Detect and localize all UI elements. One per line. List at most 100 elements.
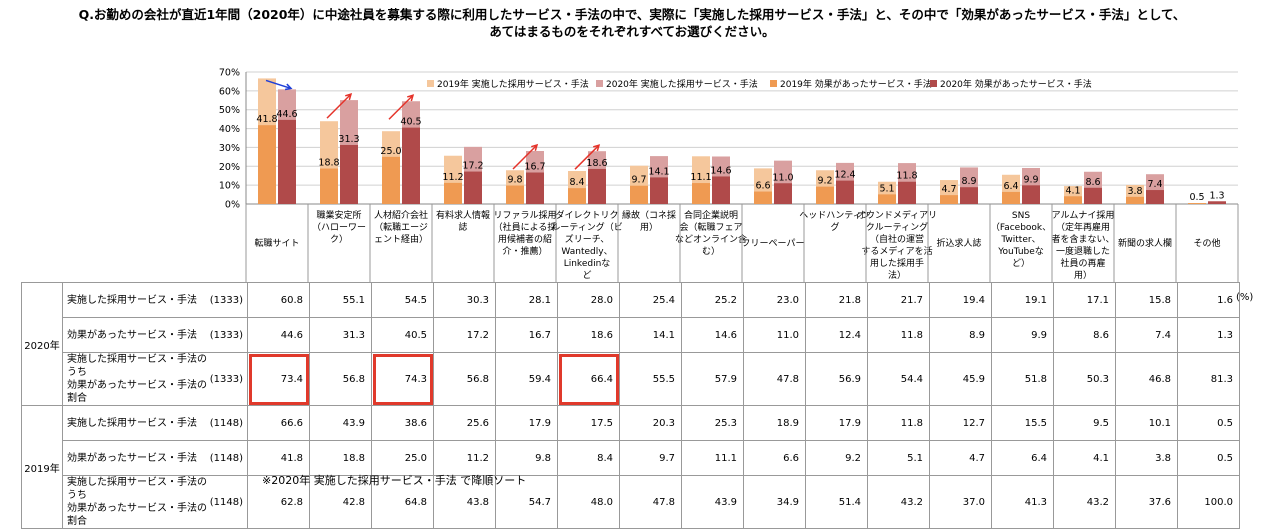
- bar-2020-effective: [1208, 201, 1226, 204]
- year-cell: 2019年: [21, 405, 63, 529]
- legend-swatch: [596, 80, 603, 87]
- category-label: 用）: [640, 222, 658, 233]
- value-cell: 40.5: [371, 317, 434, 353]
- category-label: 新聞の求人欄: [1118, 237, 1172, 249]
- y-tick-label: 30%: [219, 143, 240, 154]
- data-label-2020-effective: 44.6: [276, 109, 297, 120]
- table-row: 効果があったサービス・手法 (1333) 44.6 31.3 40.5 17.2 16.7 1…: [22, 317, 1240, 353]
- data-label-2019-effective: 41.8: [256, 114, 277, 125]
- value-cell: 11.0: [743, 317, 806, 353]
- table-row: 2019年 実施した採用サービス・手法 (1148) 66.6 43.9 38.6 25.6…: [21, 405, 1240, 529]
- value-cell: 14.6: [681, 317, 744, 353]
- trend-arrow: [388, 94, 414, 120]
- value-cell: 9.8: [495, 440, 558, 476]
- sample-size: (1333): [207, 282, 248, 318]
- y-tick-label: 50%: [219, 105, 240, 116]
- value-cell: 34.9: [743, 475, 806, 529]
- value-cell: 56.9: [805, 352, 868, 406]
- value-cell: 15.5: [991, 405, 1054, 441]
- value-cell: 81.3: [1177, 352, 1240, 406]
- unit-label: (%): [1236, 292, 1254, 303]
- value-cell: 56.8: [309, 352, 372, 406]
- value-cell: 51.8: [991, 352, 1054, 406]
- bar-2020-effective: [526, 172, 544, 204]
- value-cell: 38.6: [371, 405, 434, 441]
- bar-2019-effective: [382, 156, 400, 204]
- y-tick-label: 40%: [219, 124, 240, 135]
- footnote: ※2020年 実施した採用サービス・手法 で降順ソート: [262, 474, 527, 487]
- value-cell: 25.4: [619, 282, 682, 318]
- data-label-2020-effective: 14.6: [710, 165, 731, 176]
- data-label-2020-effective: 1.3: [1209, 191, 1224, 202]
- category-label: （自社の運営: [870, 233, 924, 245]
- value-cell: 17.5: [557, 405, 620, 441]
- trend-arrow: [574, 144, 600, 170]
- value-cell: 11.2: [433, 440, 496, 476]
- category-label: 一度退職した: [1056, 245, 1110, 257]
- value-cell: 45.9: [929, 352, 992, 406]
- value-cell: 17.1: [1053, 282, 1116, 318]
- value-cell: 12.7: [929, 405, 992, 441]
- row-label: 効果があったサービス・手法: [62, 440, 208, 476]
- value-cell: 31.3: [309, 317, 372, 353]
- category-label: などオンライン含: [675, 233, 747, 245]
- bar-2019-effective: [568, 188, 586, 204]
- value-cell: 8.6: [1053, 317, 1116, 353]
- trend-arrowhead: [284, 83, 293, 91]
- y-tick-label: 0%: [225, 200, 240, 211]
- data-label-2019-effective: 3.8: [1127, 186, 1142, 197]
- value-cell: 25.2: [681, 282, 744, 318]
- row-label: 実施した採用サービス・手法のうち 効果があったサービス・手法の割合: [62, 352, 208, 406]
- category-label: YouTubeな: [997, 246, 1044, 257]
- highlighted-cell: 74.3: [371, 352, 434, 406]
- trend-arrowhead: [593, 144, 601, 152]
- value-cell: 25.0: [371, 440, 434, 476]
- category-label: SNS: [1012, 211, 1030, 221]
- value-cell: 56.8: [433, 352, 496, 406]
- value-cell: 41.3: [991, 475, 1054, 529]
- bar-2020-effective: [1022, 185, 1040, 204]
- bar-2020-effective: [402, 127, 420, 204]
- category-label: 縁故（コネ採: [622, 209, 676, 221]
- data-label-2019-effective: 4.7: [941, 184, 956, 195]
- category-label: 者を含まない、: [1051, 233, 1114, 245]
- value-cell: 25.6: [433, 405, 496, 441]
- category-label: Wantedly、: [561, 247, 612, 257]
- sample-size: (1333): [207, 317, 248, 353]
- value-cell: 48.0: [557, 475, 620, 529]
- value-cell: 28.1: [495, 282, 558, 318]
- bar-2019-effective: [258, 125, 276, 204]
- category-label: 転職サイト: [254, 238, 299, 249]
- value-cell: 4.1: [1053, 440, 1116, 476]
- value-cell: 15.8: [1115, 282, 1178, 318]
- data-label-2019-effective: 9.7: [631, 175, 646, 186]
- category-label: 法）: [888, 269, 906, 281]
- category-label: その他: [1193, 237, 1220, 249]
- value-cell: 59.4: [495, 352, 558, 406]
- y-tick-label: 10%: [219, 181, 240, 192]
- value-cell: 41.8: [247, 440, 310, 476]
- category-label: 社員の再雇: [1060, 257, 1105, 269]
- value-cell: 8.9: [929, 317, 992, 353]
- value-cell: 47.8: [619, 475, 682, 529]
- category-label: ク）: [330, 234, 348, 245]
- y-tick-label: 20%: [219, 162, 240, 173]
- data-label-2020-effective: 11.8: [896, 171, 917, 182]
- legend-swatch: [930, 80, 937, 87]
- value-cell: 18.8: [309, 440, 372, 476]
- highlighted-cell: 66.4: [557, 352, 620, 406]
- data-label-2020-effective: 14.1: [648, 166, 669, 177]
- data-label-2019-effective: 5.1: [879, 183, 894, 194]
- row-label-line: 効果があったサービス・手法: [67, 452, 197, 464]
- legend-swatch: [770, 80, 777, 87]
- data-label-2020-effective: 18.6: [586, 158, 607, 169]
- value-cell: 55.1: [309, 282, 372, 318]
- value-cell: 0.5: [1177, 440, 1240, 476]
- category-label: 介・推薦）: [502, 245, 547, 257]
- data-label-2020-effective: 9.9: [1023, 174, 1038, 185]
- category-label: 有料求人情報: [436, 209, 490, 221]
- value-cell: 7.4: [1115, 317, 1178, 353]
- category-label: ど: [582, 270, 591, 281]
- row-label-line: 実施した採用サービス・手法のうち: [67, 354, 207, 378]
- category-label: 用した採用手: [870, 257, 924, 269]
